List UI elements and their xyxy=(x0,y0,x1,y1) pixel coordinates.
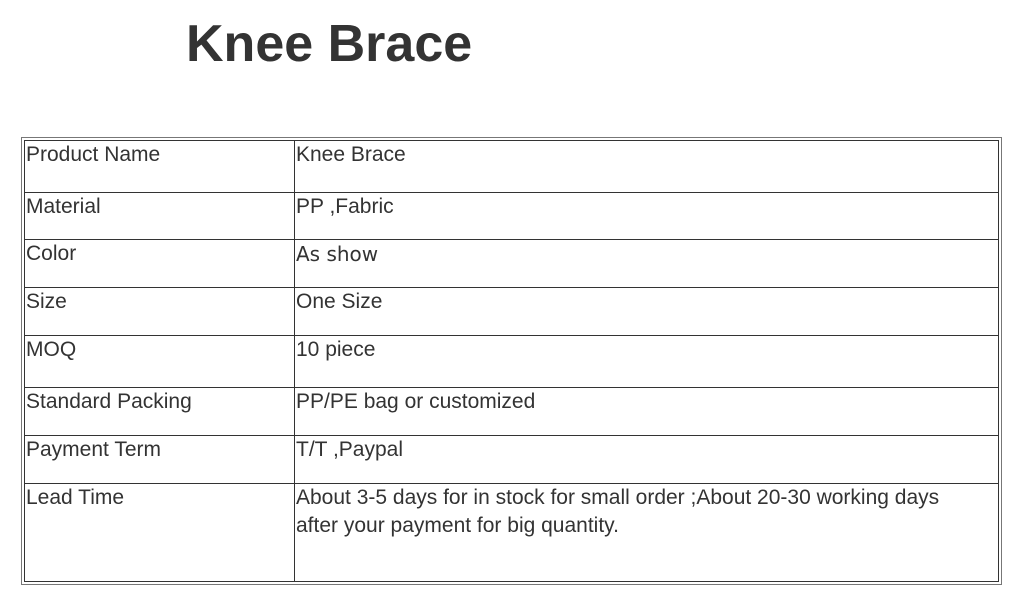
table-row: Size One Size xyxy=(24,287,999,336)
row-label: Material xyxy=(24,192,295,240)
row-value: PP ,Fabric xyxy=(294,192,999,240)
row-label: Size xyxy=(24,287,295,336)
row-value: 10 piece xyxy=(294,335,999,388)
lead-time-line2: after your payment for big quantity. xyxy=(296,514,619,537)
row-value: About 3-5 days for in stock for small or… xyxy=(294,483,999,582)
table-row: Payment Term T/T ,Paypal xyxy=(24,435,999,484)
row-value: T/T ,Paypal xyxy=(294,435,999,484)
row-label: MOQ xyxy=(24,335,295,388)
lead-time-line1: About 3-5 days for in stock for small or… xyxy=(296,486,940,509)
table-row: Lead Time About 3-5 days for in stock for… xyxy=(24,483,999,582)
table-row: Material PP ,Fabric xyxy=(24,192,999,240)
row-label: Standard Packing xyxy=(24,387,295,436)
row-value: One Size xyxy=(294,287,999,336)
spec-table: Product Name Knee Brace Material PP ,Fabri… xyxy=(21,137,1002,585)
row-value: As show xyxy=(294,239,999,288)
table-row: Color As show xyxy=(24,239,999,288)
table-row: Product Name Knee Brace xyxy=(24,140,999,193)
row-label: Payment Term xyxy=(24,435,295,484)
row-label: Color xyxy=(24,239,295,288)
row-label: Lead Time xyxy=(24,483,295,582)
page-title: Knee Brace xyxy=(186,15,473,73)
table-row: Standard Packing PP/PE bag or customized xyxy=(24,387,999,436)
table-row: MOQ 10 piece xyxy=(24,335,999,388)
row-value: Knee Brace xyxy=(294,140,999,193)
row-value: PP/PE bag or customized xyxy=(294,387,999,436)
row-label: Product Name xyxy=(24,140,295,193)
